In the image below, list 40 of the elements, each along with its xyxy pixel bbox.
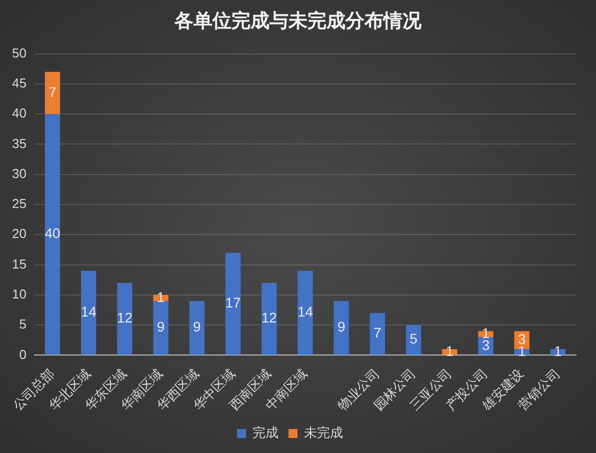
data-label: 7 [48, 84, 57, 100]
y-tick-label: 25 [12, 196, 26, 212]
bar [117, 282, 132, 355]
bar [262, 282, 277, 355]
data-label: 9 [156, 318, 165, 335]
y-tick-label: 30 [12, 166, 26, 181]
data-label: 14 [80, 304, 97, 320]
y-tick-label: 50 [12, 45, 26, 60]
data-label: 3 [518, 330, 526, 347]
legend-label: 未完成 [304, 425, 343, 440]
bar [81, 270, 96, 355]
y-tick-label: 35 [12, 136, 26, 151]
bar [370, 313, 386, 355]
data-label: 14 [297, 304, 314, 320]
data-label: 9 [193, 318, 202, 335]
y-tick-label: 45 [12, 76, 26, 91]
bar [225, 252, 241, 355]
data-label: 7 [374, 324, 382, 341]
data-label: 40 [44, 225, 61, 242]
bar [44, 114, 60, 355]
data-label: 12 [116, 310, 133, 326]
y-tick-label: 15 [12, 256, 26, 272]
bar [334, 300, 349, 355]
y-tick-label: 0 [19, 346, 26, 362]
bar [406, 325, 422, 355]
y-tick-label: 10 [12, 286, 26, 302]
data-label: 9 [337, 318, 346, 335]
y-tick-label: 20 [12, 226, 26, 242]
legend-label: 完成 [252, 425, 278, 440]
data-label: 3 [482, 336, 490, 353]
y-tick-label: 40 [12, 106, 26, 121]
data-label: 5 [410, 330, 418, 347]
bar [153, 300, 168, 355]
bar [189, 300, 205, 355]
bar [44, 72, 60, 114]
data-label: 12 [261, 310, 278, 326]
chart-title: 各单位完成与未完成分布情况 [173, 9, 422, 34]
data-label: 17 [225, 294, 242, 311]
y-tick-label: 5 [19, 316, 26, 332]
bar [298, 270, 313, 355]
